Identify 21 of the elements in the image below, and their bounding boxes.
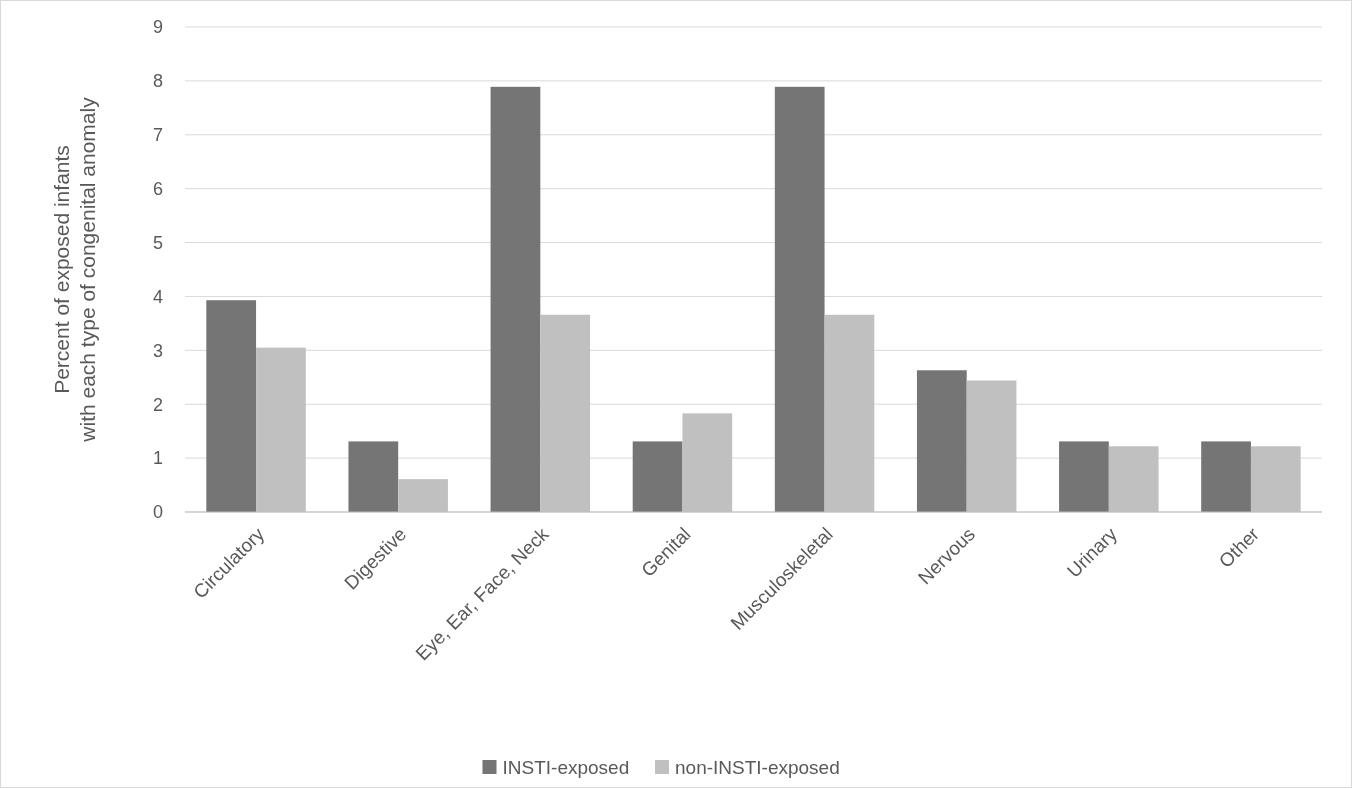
- bar: [206, 300, 257, 512]
- y-tick-label: 6: [152, 178, 163, 199]
- y-tick-label: 1: [152, 448, 163, 469]
- y-tick-label: 2: [152, 394, 163, 415]
- legend-label: INSTI-exposed: [502, 756, 630, 778]
- bar: [1059, 441, 1109, 512]
- y-axis-title: Percent of exposed infants with each type of congenital anomaly: [50, 96, 99, 443]
- bar: [916, 370, 967, 512]
- bar: [348, 441, 399, 512]
- y-tick-label: 3: [152, 340, 163, 361]
- y-tick-label: 9: [152, 17, 163, 38]
- y-tick-label: 0: [152, 502, 163, 523]
- bar: [632, 441, 683, 512]
- y-tick-label: 7: [152, 125, 163, 146]
- bar: [774, 86, 825, 512]
- y-tick-label: 5: [152, 232, 163, 253]
- y-tick-label: 8: [152, 71, 163, 92]
- bar: [490, 86, 541, 512]
- y-tick-label: 4: [152, 286, 163, 307]
- legend-label: non-INSTI-exposed: [675, 756, 840, 778]
- bar: [1201, 441, 1251, 512]
